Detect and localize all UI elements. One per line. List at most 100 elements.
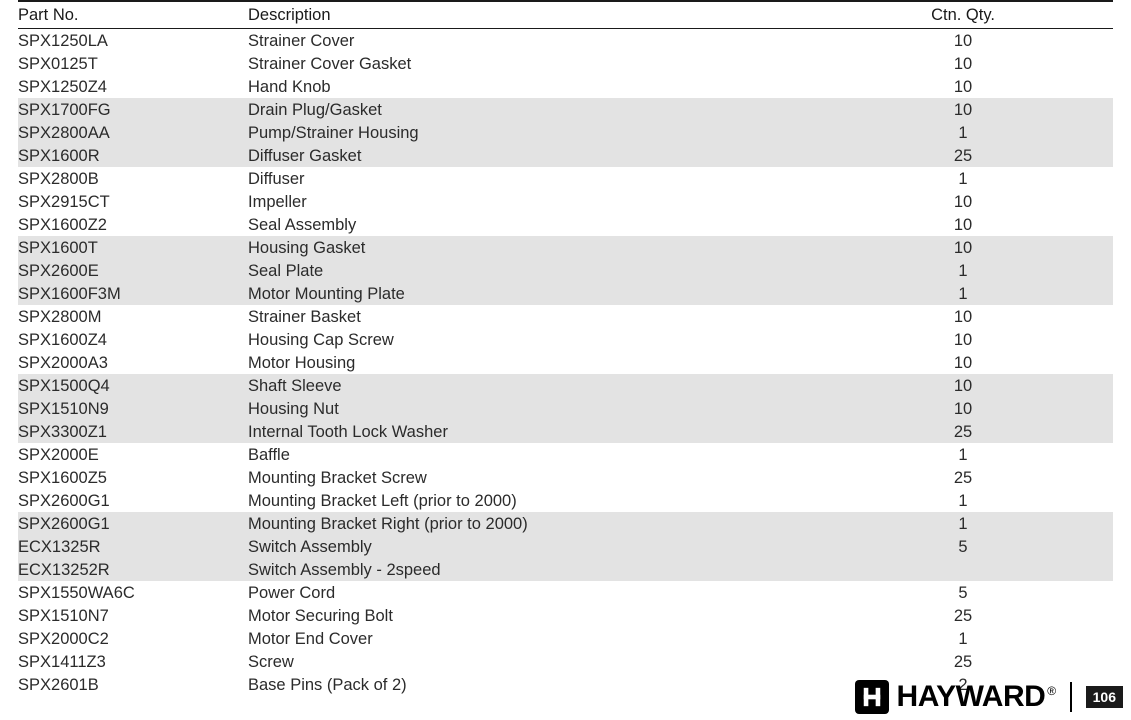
cell-part-no: SPX2600G1 <box>18 489 248 512</box>
cell-part-no: SPX1600Z4 <box>18 328 248 351</box>
cell-ctn-qty: 10 <box>813 29 1113 53</box>
cell-ctn-qty: 10 <box>813 305 1113 328</box>
cell-ctn-qty: 1 <box>813 627 1113 650</box>
cell-part-no: SPX1600R <box>18 144 248 167</box>
cell-ctn-qty: 25 <box>813 650 1113 673</box>
table-row: SPX2800BDiffuser1 <box>18 167 1113 190</box>
page-footer: HAYWARD® 106 <box>855 680 1123 714</box>
cell-part-no: SPX1510N9 <box>18 397 248 420</box>
cell-description: Seal Assembly <box>248 213 813 236</box>
table-row: SPX1510N9Housing Nut10 <box>18 397 1113 420</box>
cell-description: Mounting Bracket Right (prior to 2000) <box>248 512 813 535</box>
cell-description: Hand Knob <box>248 75 813 98</box>
cell-ctn-qty: 1 <box>813 259 1113 282</box>
cell-ctn-qty: 25 <box>813 466 1113 489</box>
cell-description: Housing Nut <box>248 397 813 420</box>
table-row: SPX1700FGDrain Plug/Gasket10 <box>18 98 1113 121</box>
table-row: SPX1250LAStrainer Cover10 <box>18 29 1113 53</box>
header-description: Description <box>248 1 813 29</box>
cell-part-no: SPX3300Z1 <box>18 420 248 443</box>
cell-ctn-qty <box>813 558 1113 581</box>
parts-table: Part No. Description Ctn. Qty. SPX1250LA… <box>18 0 1113 696</box>
table-row: SPX2000C2Motor End Cover1 <box>18 627 1113 650</box>
cell-description: Strainer Basket <box>248 305 813 328</box>
brand-name-text: HAYWARD <box>897 680 1046 713</box>
cell-ctn-qty: 1 <box>813 282 1113 305</box>
cell-part-no: SPX0125T <box>18 52 248 75</box>
brand-h-icon <box>855 680 889 714</box>
brand-name: HAYWARD® <box>897 680 1056 714</box>
cell-ctn-qty: 10 <box>813 328 1113 351</box>
cell-part-no: SPX1411Z3 <box>18 650 248 673</box>
table-row: SPX1600THousing Gasket10 <box>18 236 1113 259</box>
cell-ctn-qty: 1 <box>813 489 1113 512</box>
cell-description: Mounting Bracket Left (prior to 2000) <box>248 489 813 512</box>
cell-part-no: SPX1600Z2 <box>18 213 248 236</box>
table-row: SPX1550WA6CPower Cord5 <box>18 581 1113 604</box>
table-row: SPX1411Z3Screw25 <box>18 650 1113 673</box>
cell-description: Power Cord <box>248 581 813 604</box>
cell-ctn-qty: 10 <box>813 351 1113 374</box>
cell-description: Strainer Cover Gasket <box>248 52 813 75</box>
table-row: SPX3300Z1Internal Tooth Lock Washer25 <box>18 420 1113 443</box>
table-row: SPX1600Z2Seal Assembly10 <box>18 213 1113 236</box>
table-row: SPX2000A3Motor Housing10 <box>18 351 1113 374</box>
cell-part-no: SPX1550WA6C <box>18 581 248 604</box>
cell-description: Diffuser Gasket <box>248 144 813 167</box>
header-ctn-qty: Ctn. Qty. <box>813 1 1113 29</box>
cell-ctn-qty: 10 <box>813 397 1113 420</box>
cell-description: Strainer Cover <box>248 29 813 53</box>
cell-description: Mounting Bracket Screw <box>248 466 813 489</box>
cell-part-no: ECX1325R <box>18 535 248 558</box>
cell-part-no: SPX2800B <box>18 167 248 190</box>
cell-ctn-qty: 10 <box>813 213 1113 236</box>
cell-ctn-qty: 25 <box>813 144 1113 167</box>
cell-ctn-qty: 10 <box>813 52 1113 75</box>
cell-part-no: SPX2600E <box>18 259 248 282</box>
cell-part-no: SPX1700FG <box>18 98 248 121</box>
table-row: SPX1600RDiffuser Gasket25 <box>18 144 1113 167</box>
cell-description: Motor Mounting Plate <box>248 282 813 305</box>
table-row: SPX1250Z4Hand Knob10 <box>18 75 1113 98</box>
cell-part-no: SPX2000E <box>18 443 248 466</box>
cell-part-no: SPX1250LA <box>18 29 248 53</box>
registered-mark: ® <box>1047 684 1055 698</box>
table-row: SPX2800MStrainer Basket10 <box>18 305 1113 328</box>
cell-part-no: SPX2601B <box>18 673 248 696</box>
cell-ctn-qty: 10 <box>813 190 1113 213</box>
cell-ctn-qty: 1 <box>813 167 1113 190</box>
table-row: SPX1600Z5Mounting Bracket Screw25 <box>18 466 1113 489</box>
cell-part-no: SPX1600F3M <box>18 282 248 305</box>
cell-description: Drain Plug/Gasket <box>248 98 813 121</box>
cell-part-no: SPX1500Q4 <box>18 374 248 397</box>
cell-description: Housing Gasket <box>248 236 813 259</box>
parts-table-container: Part No. Description Ctn. Qty. SPX1250LA… <box>0 0 1131 696</box>
header-part-no: Part No. <box>18 1 248 29</box>
cell-description: Shaft Sleeve <box>248 374 813 397</box>
cell-part-no: SPX2915CT <box>18 190 248 213</box>
cell-ctn-qty: 25 <box>813 420 1113 443</box>
cell-part-no: SPX2000A3 <box>18 351 248 374</box>
table-row: SPX2000EBaffle1 <box>18 443 1113 466</box>
table-row: SPX1510N7Motor Securing Bolt25 <box>18 604 1113 627</box>
cell-part-no: SPX2800M <box>18 305 248 328</box>
cell-ctn-qty: 1 <box>813 512 1113 535</box>
cell-ctn-qty: 1 <box>813 443 1113 466</box>
table-row: ECX1325RSwitch Assembly5 <box>18 535 1113 558</box>
cell-description: Motor Securing Bolt <box>248 604 813 627</box>
cell-description: Switch Assembly - 2speed <box>248 558 813 581</box>
cell-description: Motor Housing <box>248 351 813 374</box>
cell-ctn-qty: 1 <box>813 121 1113 144</box>
cell-description: Impeller <box>248 190 813 213</box>
table-row: SPX2800AAPump/Strainer Housing1 <box>18 121 1113 144</box>
table-row: SPX1600F3MMotor Mounting Plate1 <box>18 282 1113 305</box>
cell-part-no: SPX1510N7 <box>18 604 248 627</box>
table-row: ECX13252RSwitch Assembly - 2speed <box>18 558 1113 581</box>
cell-ctn-qty: 5 <box>813 535 1113 558</box>
cell-ctn-qty: 5 <box>813 581 1113 604</box>
cell-description: Seal Plate <box>248 259 813 282</box>
cell-part-no: SPX1250Z4 <box>18 75 248 98</box>
cell-description: Base Pins (Pack of 2) <box>248 673 813 696</box>
cell-ctn-qty: 10 <box>813 374 1113 397</box>
page-number-badge: 106 <box>1086 686 1123 708</box>
